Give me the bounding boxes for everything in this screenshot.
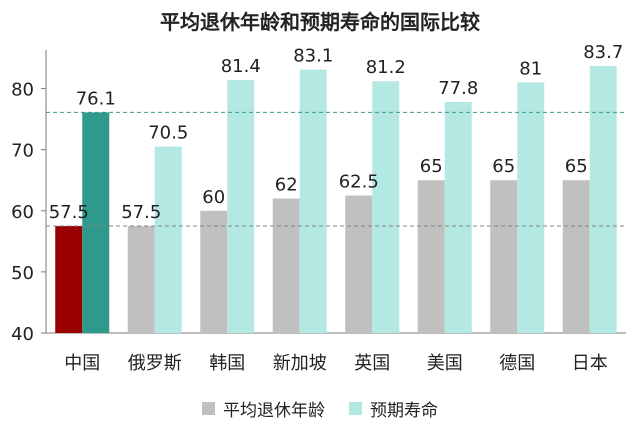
data-label-retirement-age: 65 xyxy=(492,156,515,177)
bar-retirement-age xyxy=(55,226,83,333)
data-label-retirement-age: 65 xyxy=(565,156,588,177)
data-label-life-expectancy: 76.1 xyxy=(76,88,116,109)
data-label-retirement-age: 57.5 xyxy=(121,202,161,223)
x-tick-label: 英国 xyxy=(354,353,390,374)
bar-retirement-age xyxy=(272,198,300,333)
bar-retirement-age xyxy=(490,180,518,333)
bar-life-expectancy xyxy=(372,81,400,333)
legend: 平均退休年龄 预期寿命 xyxy=(0,394,640,422)
data-label-life-expectancy: 81.2 xyxy=(366,57,406,78)
data-label-life-expectancy: 70.5 xyxy=(148,123,188,144)
x-tick-label: 俄罗斯 xyxy=(128,353,182,374)
data-label-retirement-age: 60 xyxy=(202,187,225,208)
x-tick-label: 日本 xyxy=(572,353,608,374)
legend-item-life-expectancy: 预期寿命 xyxy=(349,396,438,421)
bar-retirement-age xyxy=(417,180,445,333)
bar-life-expectancy xyxy=(154,146,182,333)
data-label-life-expectancy: 81.4 xyxy=(221,56,261,77)
x-tick-label: 美国 xyxy=(427,353,463,374)
x-tick-label: 新加坡 xyxy=(273,353,327,374)
bar-life-expectancy xyxy=(589,65,617,333)
data-label-life-expectancy: 77.8 xyxy=(438,78,478,99)
bar-life-expectancy xyxy=(227,80,255,333)
data-label-retirement-age: 62.5 xyxy=(339,172,379,193)
legend-swatch-retirement-age xyxy=(202,401,215,415)
y-tick-label: 60 xyxy=(11,202,34,223)
data-label-retirement-age: 62 xyxy=(275,175,298,196)
bar-life-expectancy xyxy=(444,102,472,333)
y-tick-label: 70 xyxy=(11,141,34,162)
bar-retirement-age xyxy=(345,195,373,333)
bar-retirement-age xyxy=(127,226,155,333)
x-tick-label: 韩国 xyxy=(209,353,245,374)
y-tick-label: 80 xyxy=(11,80,34,101)
y-tick-label: 50 xyxy=(11,263,34,284)
chart-title: 平均退休年龄和预期寿命的国际比较 xyxy=(160,10,480,34)
data-label-life-expectancy: 83.1 xyxy=(293,46,333,67)
data-label-life-expectancy: 81 xyxy=(519,58,542,79)
legend-item-retirement-age: 平均退休年龄 xyxy=(202,396,325,421)
legend-label-retirement-age: 平均退休年龄 xyxy=(223,400,325,421)
y-tick-label: 40 xyxy=(11,324,34,345)
data-label-life-expectancy: 83.7 xyxy=(583,42,623,63)
bar-retirement-age xyxy=(562,180,590,333)
data-label-retirement-age: 57.5 xyxy=(49,202,89,223)
legend-label-life-expectancy: 预期寿命 xyxy=(370,400,438,421)
bar-life-expectancy xyxy=(299,69,327,333)
x-tick-label: 德国 xyxy=(499,353,535,374)
bar-retirement-age xyxy=(200,210,228,333)
x-tick-label: 中国 xyxy=(64,353,100,374)
bar-life-expectancy xyxy=(517,82,545,333)
data-label-retirement-age: 65 xyxy=(420,156,443,177)
legend-swatch-life-expectancy xyxy=(349,401,362,415)
bar-life-expectancy xyxy=(82,112,110,333)
